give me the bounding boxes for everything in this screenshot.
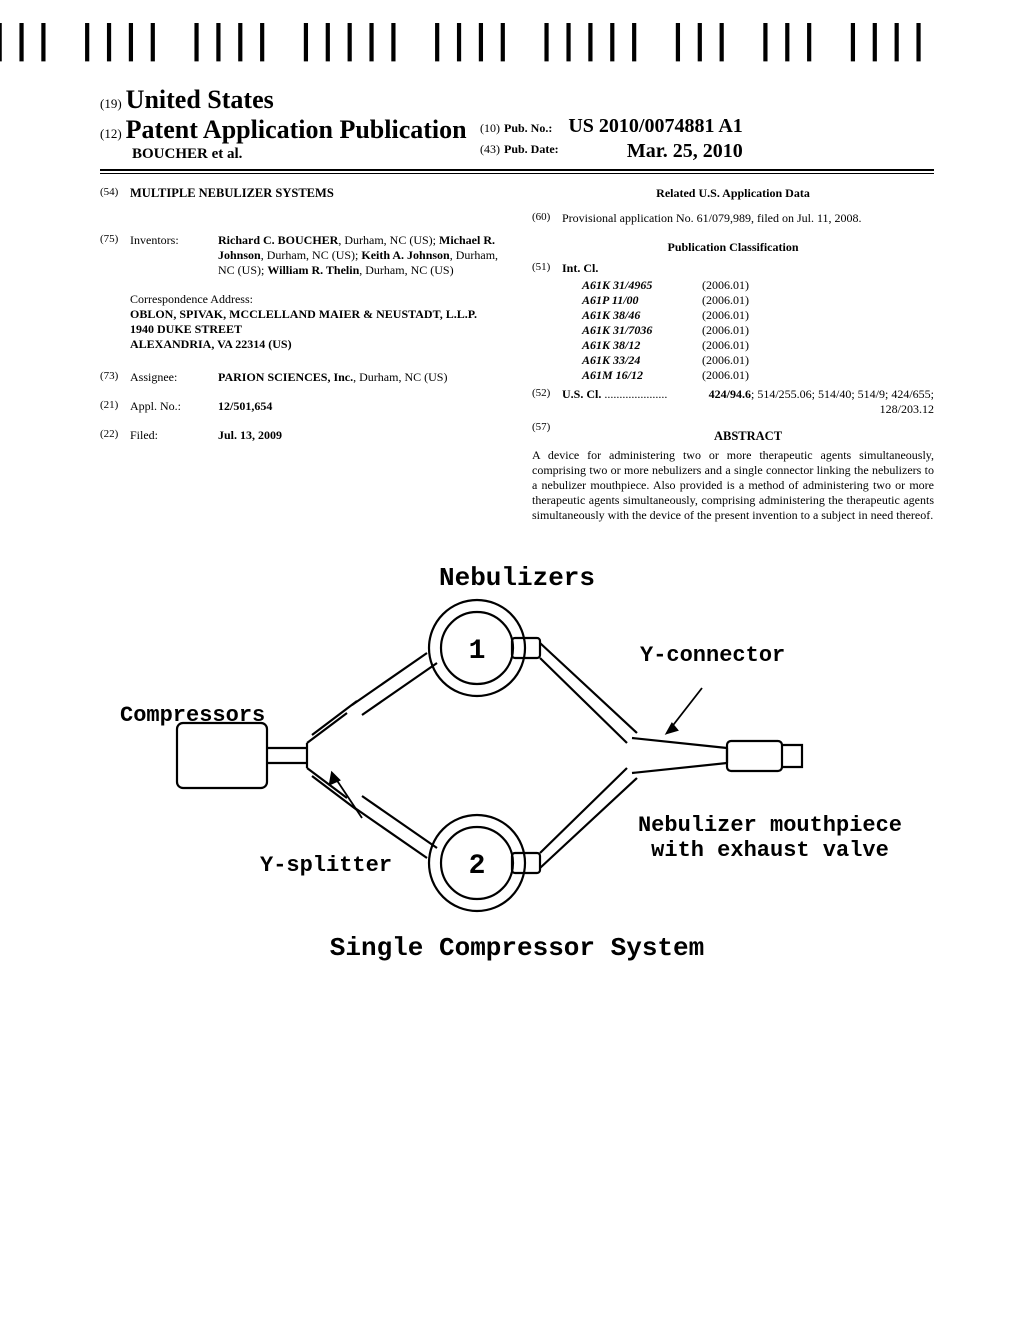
pubno-label: Pub. No.: (504, 121, 552, 135)
filed-value: Jul. 13, 2009 (218, 428, 502, 443)
code-57: (57) (532, 421, 562, 448)
related-text: Provisional application No. 61/079,989, … (562, 211, 934, 226)
assignee-label: Assignee: (130, 370, 218, 385)
intcl-ver: (2006.01) (702, 353, 749, 368)
intcl-row: A61K 33/24(2006.01) (582, 353, 934, 368)
code-60: (60) (532, 211, 562, 226)
intcl-ver: (2006.01) (702, 293, 749, 308)
code-54: (54) (100, 186, 130, 219)
correspondence-line-0: OBLON, SPIVAK, MCCLELLAND MAIER & NEUSTA… (130, 307, 502, 322)
applno-label: Appl. No.: (130, 399, 218, 414)
code-21: (21) (100, 399, 130, 414)
intcl-row: A61K 31/7036(2006.01) (582, 323, 934, 338)
label-mouthpiece-2: with exhaust valve (620, 838, 920, 863)
correspondence: Correspondence Address: OBLON, SPIVAK, M… (130, 292, 502, 352)
pubno: US 2010/0074881 A1 (568, 115, 742, 137)
label-compressors: Compressors (120, 703, 265, 728)
pubclass-heading: Publication Classification (532, 240, 934, 255)
label-mouthpiece: Nebulizer mouthpiece with exhaust valve (620, 813, 920, 863)
uscl-dots: ..................... (604, 387, 667, 401)
assignee-value: PARION SCIENCES, Inc., Durham, NC (US) (218, 370, 502, 385)
intcl-ver: (2006.01) (702, 368, 749, 383)
uscl-value: 424/94.6; 514/255.06; 514/40; 514/9; 424… (694, 387, 934, 417)
pubdate: Mar. 25, 2010 (627, 140, 743, 163)
intcl-row: A61K 38/46(2006.01) (582, 308, 934, 323)
label-yconnector: Y-connector (640, 643, 785, 668)
figure: Nebulizers (100, 563, 934, 1013)
header-right: (10) Pub. No.: US 2010/0074881 A1 (43) P… (480, 115, 743, 163)
intcl-code: A61M 16/12 (582, 368, 702, 383)
intcl-row: A61K 38/12(2006.01) (582, 338, 934, 353)
assignee-name: PARION SCIENCES, Inc. (218, 370, 353, 384)
related-heading: Related U.S. Application Data (532, 186, 934, 201)
inventors-label: Inventors: (130, 233, 218, 278)
inventors-value: Richard C. BOUCHER, Durham, NC (US); Mic… (218, 233, 502, 278)
pub-type: Patent Application Publication (126, 115, 467, 144)
code-12: (12) (100, 126, 122, 141)
assignee-loc: Durham, NC (US) (359, 370, 447, 384)
code-43: (43) (480, 142, 500, 156)
intcl-ver: (2006.01) (702, 308, 749, 323)
intcl-code: A61P 11/00 (582, 293, 702, 308)
applno-value: 12/501,654 (218, 399, 502, 414)
barcode: ||||| |||||| ||| || ||||| |||| |||| ||||… (0, 25, 929, 53)
code-52: (52) (532, 387, 562, 417)
intcl-code: A61K 33/24 (582, 353, 702, 368)
abstract-text: A device for administering two or more t… (532, 448, 934, 523)
correspondence-line-1: 1940 DUKE STREET (130, 322, 502, 337)
figure-title: Nebulizers (100, 563, 934, 593)
intcl-ver: (2006.01) (702, 338, 749, 353)
code-10: (10) (480, 121, 500, 135)
code-19: (19) (100, 96, 122, 111)
rule-thick (100, 169, 934, 171)
intcl-code: A61K 31/7036 (582, 323, 702, 338)
intcl-ver: (2006.01) (702, 278, 749, 293)
code-22: (22) (100, 428, 130, 443)
figure-caption: Single Compressor System (100, 933, 934, 963)
code-73: (73) (100, 370, 130, 385)
label-ysplitter: Y-splitter (260, 853, 392, 878)
code-51: (51) (532, 261, 562, 276)
intcl-table: A61K 31/4965(2006.01)A61P 11/00(2006.01)… (582, 278, 934, 383)
right-column: Related U.S. Application Data (60) Provi… (532, 186, 934, 523)
left-column: (54) MULTIPLE NEBULIZER SYSTEMS (75) Inv… (100, 186, 502, 523)
uscl-label: U.S. Cl. (562, 387, 601, 401)
intcl-ver: (2006.01) (702, 323, 749, 338)
intcl-code: A61K 38/12 (582, 338, 702, 353)
country: United States (126, 85, 274, 114)
authors: BOUCHER et al. (132, 146, 242, 162)
correspondence-line-2: ALEXANDRIA, VA 22314 (US) (130, 337, 502, 352)
correspondence-label: Correspondence Address: (130, 292, 502, 307)
uscl-block: U.S. Cl. ..................... 424/94.6;… (562, 387, 934, 417)
filed-label: Filed: (130, 428, 218, 443)
abstract-heading: ABSTRACT (562, 429, 934, 444)
invention-title: MULTIPLE NEBULIZER SYSTEMS (130, 186, 334, 201)
intcl-code: A61K 38/46 (582, 308, 702, 323)
figure-svg: 1 2 (107, 593, 927, 923)
code-75: (75) (100, 233, 130, 278)
neb-2-label: 2 (469, 851, 486, 882)
intcl-label: Int. Cl. (562, 261, 598, 276)
rule-thin (100, 173, 934, 174)
barcode-block: ||||| |||||| ||| || ||||| |||| |||| ||||… (0, 25, 929, 67)
neb-1-label: 1 (469, 636, 486, 667)
intcl-row: A61K 31/4965(2006.01) (582, 278, 934, 293)
label-mouthpiece-1: Nebulizer mouthpiece (620, 813, 920, 838)
pubdate-label: Pub. Date: (504, 142, 559, 156)
intcl-code: A61K 31/4965 (582, 278, 702, 293)
intcl-row: A61M 16/12(2006.01) (582, 368, 934, 383)
intcl-row: A61P 11/00(2006.01) (582, 293, 934, 308)
